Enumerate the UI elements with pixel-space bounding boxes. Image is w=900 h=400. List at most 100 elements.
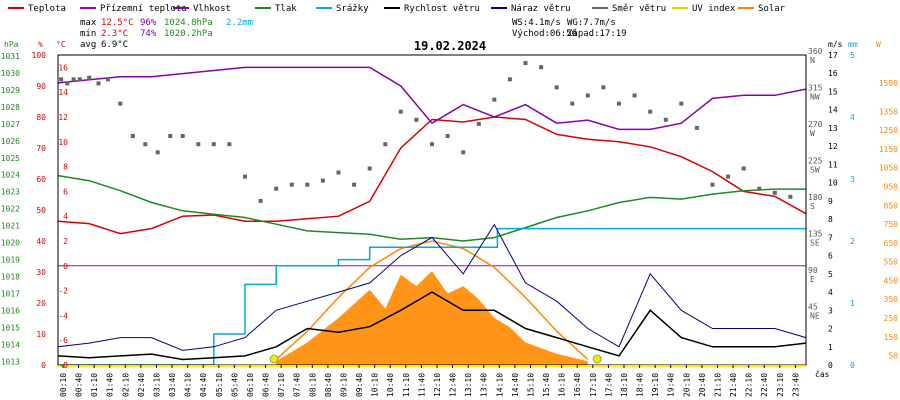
legend-label: Solar (758, 4, 786, 14)
wind-direction-point (143, 142, 148, 147)
tick-solar: 750 (884, 220, 899, 229)
wind-direction-point (710, 182, 715, 187)
stat-max-label: max (80, 18, 97, 28)
tick-hpa: 1021 (1, 222, 20, 231)
tick-solar: 1150 (879, 145, 898, 154)
tick-mm: 5 (850, 51, 855, 60)
solar-theoretical-curve (275, 240, 589, 360)
tick-ms: 6 (828, 252, 833, 261)
wind-direction-point (383, 142, 388, 147)
tick-time: 10:40 (386, 373, 395, 397)
tick-temp: 8 (63, 163, 68, 172)
axis-label-temp: °C (56, 40, 66, 49)
tick-time: 10:10 (371, 373, 380, 397)
tick-ms: 13 (828, 124, 838, 133)
wind-direction-point (227, 142, 232, 147)
tick-dir-name: NE (810, 311, 820, 320)
tick-time: 03:10 (152, 373, 161, 397)
tick-dir-deg: 225 (808, 156, 823, 165)
tick-time: 03:40 (168, 373, 177, 397)
wind-direction-point (65, 81, 70, 86)
tick-pct: 40 (36, 237, 46, 246)
tick-ms: 17 (828, 51, 838, 60)
stat-max-press: 1024.8hPa (164, 18, 213, 28)
tick-pct: 30 (36, 268, 46, 277)
wind-direction-point (211, 142, 216, 147)
wind-direction-point (507, 77, 512, 82)
wind-direction-point (539, 65, 544, 70)
wind-direction-point (155, 150, 160, 155)
tick-temp: 4 (63, 212, 68, 221)
wind-direction-point (352, 182, 357, 187)
wind-direction-points (59, 61, 793, 203)
tick-hpa: 1019 (1, 256, 20, 265)
wind-direction-point (554, 85, 559, 90)
tick-time: 07:40 (293, 373, 302, 397)
wind-direction-point (180, 134, 185, 138)
tick-solar: 550 (884, 258, 899, 267)
wind-direction-point (648, 109, 653, 114)
series-vlhkost (57, 66, 807, 131)
tick-hpa: 1016 (1, 306, 20, 315)
axis-label-hpa: hPa (4, 40, 19, 49)
tick-time: 22:10 (745, 373, 754, 397)
wind-direction-point (87, 75, 92, 80)
wind-direction-point (71, 77, 76, 82)
tick-hpa: 1027 (1, 120, 20, 129)
wind-direction-point (726, 174, 731, 179)
series-tlak (57, 174, 806, 242)
tick-temp: -4 (58, 311, 68, 320)
stat-gust: WG:7.7m/s (567, 18, 616, 28)
tick-time: 06:10 (246, 373, 255, 397)
legend-label: UV index (692, 4, 736, 14)
tick-hpa: 1015 (1, 323, 20, 332)
tick-ms: 2 (828, 325, 833, 334)
axis-label-solar: W (876, 40, 881, 49)
tick-hpa: 1030 (1, 69, 20, 78)
wind-direction-point (772, 190, 777, 195)
series-solar (276, 271, 588, 365)
tick-time: 12:10 (433, 373, 442, 397)
tick-dir-deg: 270 (808, 120, 823, 129)
legend-label: Teplota (28, 4, 66, 14)
axis-label-pct: % (38, 40, 43, 49)
tick-mm: 0 (850, 361, 855, 370)
tick-dir-name: E (810, 275, 815, 284)
legend: Teplota Přízemní teplota Vlhkost Tlak Srážky… (8, 4, 786, 14)
tick-time: 13:10 (464, 373, 473, 397)
tick-temp: 10 (58, 138, 68, 147)
tick-solar: 1250 (879, 126, 898, 135)
stat-max-temp: 12.5°C (101, 18, 134, 28)
tick-solar: 50 (888, 352, 898, 361)
tick-ms: 1 (828, 343, 833, 352)
legend-label: Směr větru (612, 4, 666, 14)
series-rychlost-v-tru (57, 291, 807, 361)
wind-direction-point (336, 170, 341, 175)
tick-time: 04:10 (184, 373, 193, 397)
tick-solar: 650 (884, 239, 899, 248)
wind-direction-point (430, 142, 434, 147)
tick-time: 14:10 (495, 373, 504, 397)
wind-direction-point (105, 77, 110, 82)
tick-solar: 150 (884, 333, 899, 342)
tick-time: 02:40 (137, 373, 146, 397)
tick-time: 11:10 (402, 373, 411, 397)
wind-direction-point (570, 101, 575, 106)
stat-sunrise: Východ:06:56 (512, 29, 577, 39)
tick-time: 19:10 (651, 373, 660, 397)
tick-time: 15:10 (526, 373, 535, 397)
tick-time: 18:40 (636, 373, 645, 397)
tick-mm: 3 (850, 175, 855, 184)
tick-time: 16:40 (573, 373, 582, 397)
tick-time: 12:40 (449, 373, 458, 397)
tick-time: 01:40 (106, 373, 115, 397)
wind-direction-point (130, 134, 135, 138)
tick-solar: 950 (884, 183, 899, 192)
tick-dir-name: NW (810, 92, 820, 101)
series-sr-ky (58, 227, 806, 366)
tick-dir-name: SE (810, 238, 820, 247)
tick-time: 05:10 (215, 373, 224, 397)
stat-avg-label: avg (80, 40, 96, 50)
tick-temp: 2 (63, 237, 68, 246)
